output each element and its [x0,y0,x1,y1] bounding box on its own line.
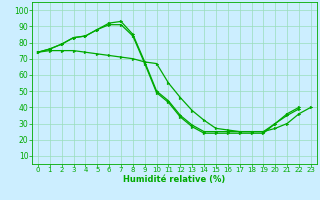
X-axis label: Humidité relative (%): Humidité relative (%) [123,175,226,184]
